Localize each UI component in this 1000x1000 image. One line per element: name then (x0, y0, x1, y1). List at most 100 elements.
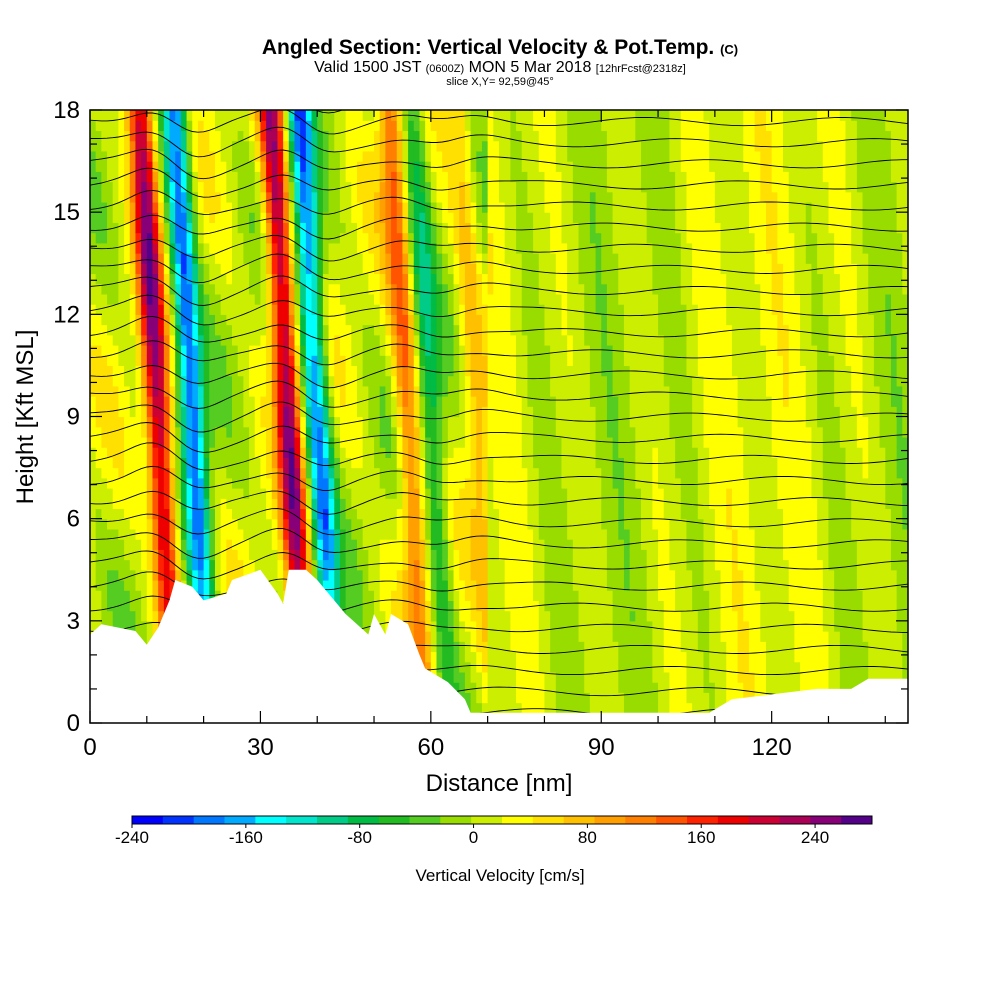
field-cell (220, 426, 227, 438)
field-cell (521, 569, 529, 581)
field-cell (447, 344, 455, 356)
field-cell (368, 426, 375, 438)
field-cell (476, 344, 483, 356)
field-cell (322, 559, 330, 571)
field-cell (146, 477, 154, 489)
field-cell (197, 375, 205, 387)
field-cell (351, 610, 358, 622)
field-cell (118, 488, 125, 499)
field-cell (493, 171, 500, 183)
field-cell (453, 467, 460, 479)
field-cell (294, 120, 301, 132)
field-cell (152, 518, 159, 530)
field-cell (521, 600, 529, 612)
field-cell (214, 498, 222, 510)
field-cell (516, 508, 523, 520)
field-cell (538, 559, 546, 571)
field-cell (379, 355, 386, 367)
field-cell (379, 222, 386, 234)
field-cell (101, 559, 108, 571)
field-cell (356, 181, 364, 193)
field-cell (339, 518, 347, 530)
field-cell (419, 498, 426, 510)
field-cell (413, 191, 421, 203)
field-cell (419, 488, 426, 499)
field-cell (271, 110, 279, 121)
field-cell (459, 201, 466, 213)
field-cell (555, 344, 563, 356)
field-cell (356, 355, 364, 367)
field-cell (476, 314, 483, 326)
field-cell (294, 130, 301, 142)
field-cell (232, 436, 239, 448)
field-cell (186, 324, 193, 336)
field-cell (413, 426, 421, 438)
field-cell (504, 528, 511, 540)
field-cell (334, 120, 341, 132)
field-cell (555, 498, 563, 510)
field-cell (374, 324, 381, 336)
field-cell (447, 549, 455, 561)
field-cell (351, 232, 358, 244)
field-cell (90, 161, 97, 172)
field-cell (283, 314, 290, 326)
field-cell (379, 334, 386, 346)
field-cell (180, 467, 188, 479)
field-cell (266, 120, 273, 132)
field-cell (311, 120, 318, 132)
field-cell (129, 406, 137, 418)
field-cell (141, 590, 148, 601)
field-cell (163, 201, 171, 213)
field-cell (510, 692, 517, 704)
field-cell (124, 253, 131, 264)
field-cell (254, 120, 262, 132)
field-cell (152, 130, 159, 142)
field-cell (249, 549, 256, 561)
field-cell (334, 365, 341, 377)
field-cell (447, 140, 455, 152)
field-cell (362, 242, 369, 254)
field-cell (254, 201, 262, 213)
field-cell (396, 590, 404, 601)
field-cell (101, 518, 108, 530)
field-cell (351, 222, 358, 234)
field-cell (396, 150, 404, 162)
field-cell (470, 201, 477, 213)
field-cell (254, 253, 262, 264)
field-cell (396, 436, 404, 448)
field-cell (180, 426, 188, 438)
field-cell (141, 355, 148, 367)
field-cell (260, 467, 267, 479)
field-cell (447, 201, 455, 213)
field-cell (192, 304, 199, 315)
field-cell (493, 334, 500, 346)
field-cell (538, 508, 546, 520)
field-cell (226, 324, 233, 336)
field-cell (192, 232, 199, 244)
field-cell (101, 324, 108, 336)
field-cell (124, 314, 131, 326)
field-cell (561, 651, 568, 663)
field-cell (112, 344, 120, 356)
field-cell (192, 406, 199, 418)
field-cell (169, 365, 176, 377)
field-cell (396, 396, 404, 407)
field-cell (101, 416, 108, 428)
field-cell (90, 293, 97, 305)
field-cell (203, 161, 210, 172)
field-cell (362, 416, 369, 428)
field-cell (470, 426, 477, 438)
field-cell (146, 631, 154, 642)
field-cell (379, 539, 386, 550)
field-cell (379, 344, 386, 356)
field-cell (232, 253, 239, 264)
field-cell (90, 436, 97, 448)
field-cell (214, 232, 222, 244)
field-cell (266, 365, 273, 377)
field-cell (334, 447, 341, 458)
field-cell (203, 426, 210, 438)
field-cell (124, 610, 131, 622)
field-cell (129, 293, 137, 305)
field-cell (328, 579, 335, 591)
field-cell (425, 498, 432, 510)
